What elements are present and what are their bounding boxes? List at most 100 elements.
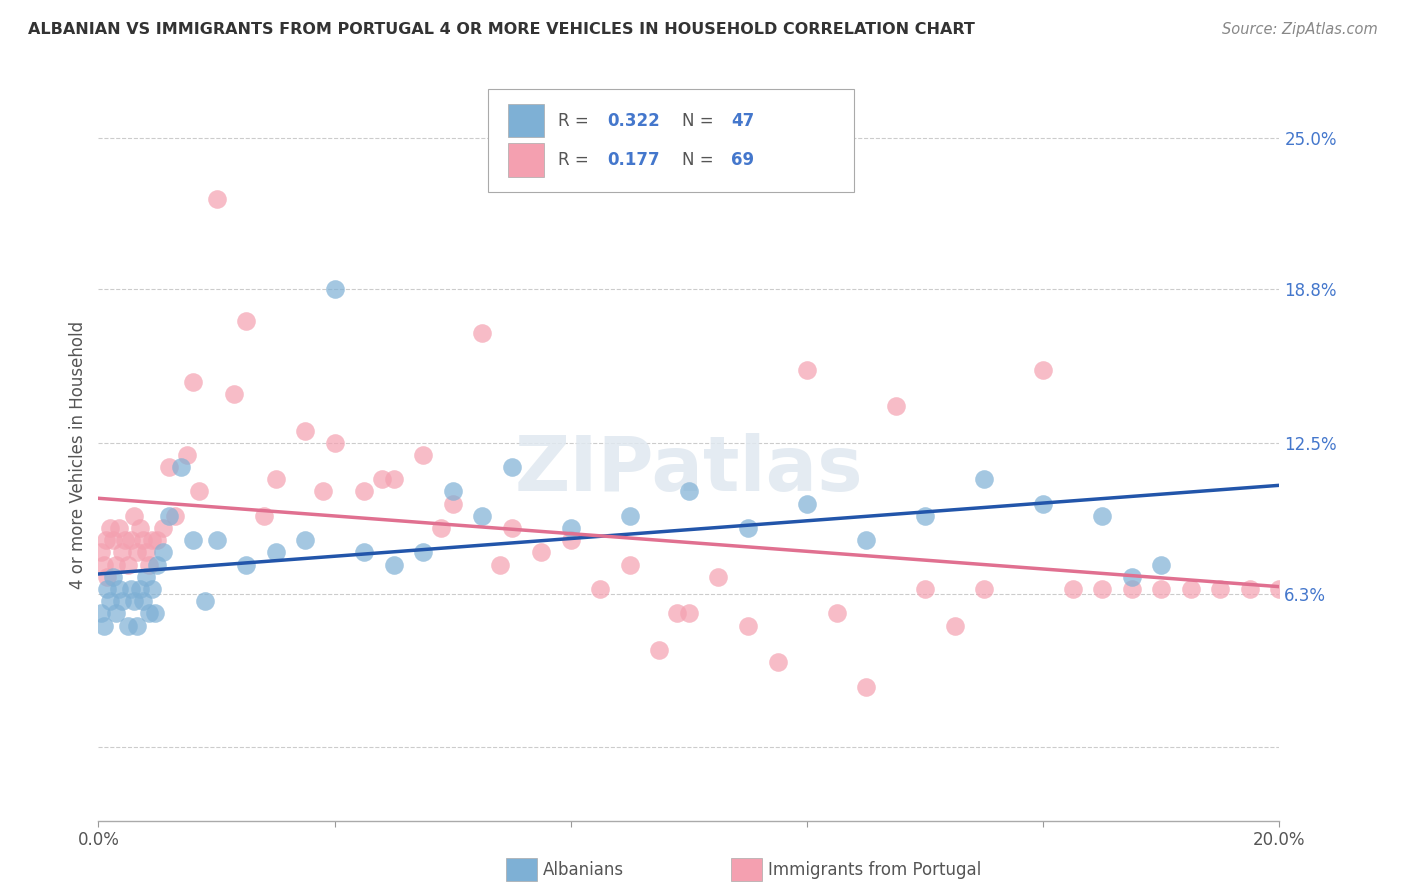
Point xyxy=(1091,582,1114,596)
Text: ALBANIAN VS IMMIGRANTS FROM PORTUGAL 4 OR MORE VEHICLES IN HOUSEHOLD CORRELATION: ALBANIAN VS IMMIGRANTS FROM PORTUGAL 4 O… xyxy=(28,22,974,37)
Point xyxy=(294,424,316,438)
Point xyxy=(253,508,276,523)
Text: 0.177: 0.177 xyxy=(607,151,659,169)
Point xyxy=(501,460,523,475)
Point xyxy=(1150,582,1173,596)
Point xyxy=(943,618,966,632)
Point xyxy=(120,582,142,596)
Point xyxy=(666,607,689,621)
Point xyxy=(146,558,169,572)
Point xyxy=(619,558,641,572)
Point xyxy=(560,533,582,548)
Point xyxy=(138,607,160,621)
Point xyxy=(323,282,346,296)
Point xyxy=(111,594,134,608)
Point xyxy=(441,484,464,499)
Point xyxy=(125,618,148,632)
Point xyxy=(737,618,759,632)
Point xyxy=(855,533,877,548)
Point xyxy=(412,448,434,462)
Point xyxy=(1032,362,1054,376)
Point xyxy=(117,618,139,632)
Point xyxy=(111,545,134,559)
Text: R =: R = xyxy=(558,151,593,169)
Point xyxy=(430,521,453,535)
Point xyxy=(707,570,730,584)
Point xyxy=(353,545,375,559)
Point xyxy=(157,508,180,523)
Bar xyxy=(508,103,544,137)
Point xyxy=(560,521,582,535)
Text: ZIPatlas: ZIPatlas xyxy=(515,433,863,507)
Point xyxy=(105,607,128,621)
Point xyxy=(648,643,671,657)
Point xyxy=(353,484,375,499)
Point xyxy=(323,435,346,450)
Point xyxy=(128,521,150,535)
Point xyxy=(235,558,257,572)
Point xyxy=(181,533,204,548)
Text: 0.322: 0.322 xyxy=(607,112,661,129)
Point xyxy=(382,472,405,486)
Point xyxy=(825,607,848,621)
Text: 69: 69 xyxy=(731,151,755,169)
Point xyxy=(678,484,700,499)
Point xyxy=(264,545,287,559)
Point xyxy=(152,545,174,559)
Point xyxy=(117,558,139,572)
Point xyxy=(94,533,117,548)
Point xyxy=(224,387,246,401)
Point xyxy=(382,558,405,572)
Text: R =: R = xyxy=(558,112,593,129)
Point xyxy=(128,582,150,596)
Point xyxy=(132,533,155,548)
Point xyxy=(108,521,131,535)
Point xyxy=(96,570,118,584)
Point xyxy=(132,594,155,608)
Point xyxy=(855,680,877,694)
Point xyxy=(90,545,112,559)
Point xyxy=(181,375,204,389)
Point xyxy=(1062,582,1084,596)
Point xyxy=(108,582,131,596)
Point xyxy=(194,594,217,608)
Point xyxy=(371,472,394,486)
Point xyxy=(619,508,641,523)
Point xyxy=(973,472,995,486)
Point xyxy=(146,533,169,548)
Point xyxy=(96,582,118,596)
Point xyxy=(122,594,145,608)
Point xyxy=(135,545,157,559)
Point xyxy=(1239,582,1261,596)
Point xyxy=(489,558,512,572)
Text: 47: 47 xyxy=(731,112,755,129)
Point xyxy=(737,521,759,535)
Point xyxy=(98,521,121,535)
Point xyxy=(530,545,553,559)
Point xyxy=(589,582,612,596)
Point xyxy=(141,533,163,548)
Point xyxy=(103,533,125,548)
Text: Immigrants from Portugal: Immigrants from Portugal xyxy=(768,861,981,879)
Point xyxy=(141,582,163,596)
Point xyxy=(98,594,121,608)
Point xyxy=(1121,570,1143,584)
Point xyxy=(235,314,257,328)
Point xyxy=(1209,582,1232,596)
Point xyxy=(264,472,287,486)
Point xyxy=(205,533,228,548)
Point xyxy=(914,582,936,596)
Point xyxy=(138,558,160,572)
Point xyxy=(103,570,125,584)
Point xyxy=(501,521,523,535)
Point xyxy=(135,570,157,584)
Point xyxy=(1091,508,1114,523)
Point xyxy=(884,399,907,413)
Point xyxy=(796,362,818,376)
Point xyxy=(205,192,228,206)
Point xyxy=(1121,582,1143,596)
Point xyxy=(122,508,145,523)
Point xyxy=(1268,582,1291,596)
Text: Source: ZipAtlas.com: Source: ZipAtlas.com xyxy=(1222,22,1378,37)
Point xyxy=(93,618,115,632)
